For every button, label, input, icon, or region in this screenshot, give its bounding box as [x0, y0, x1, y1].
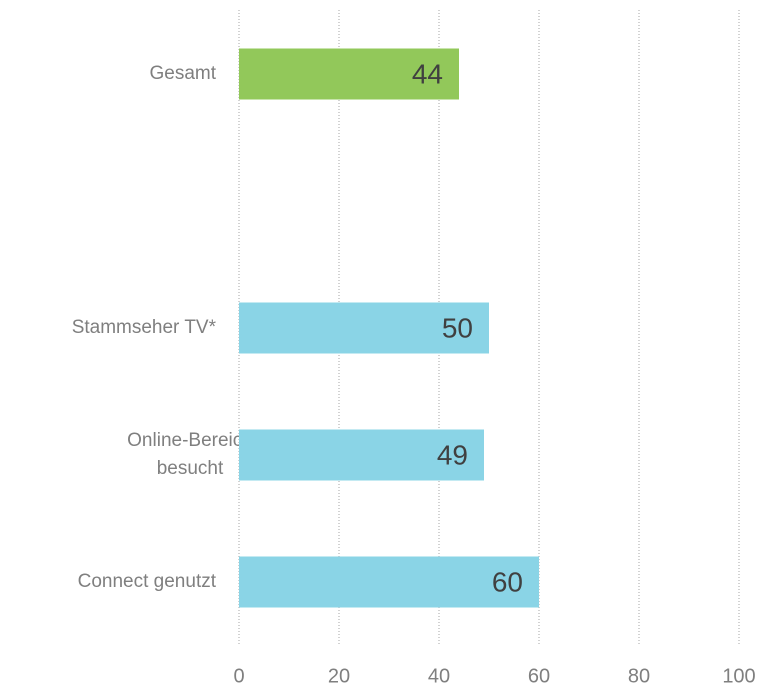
- category-label: Gesamt: [149, 63, 216, 84]
- x-tick-label: 40: [428, 665, 450, 687]
- data-label: 44: [412, 58, 443, 89]
- x-tick-label: 0: [233, 665, 244, 687]
- category-label: Online-Bereich besucht: [127, 430, 253, 479]
- x-tick-label: 80: [628, 665, 650, 687]
- data-label: 50: [442, 312, 473, 343]
- x-tick-label: 100: [722, 665, 755, 687]
- bar: [239, 429, 484, 481]
- data-label: 49: [437, 439, 468, 470]
- category-label: Connect genutzt: [78, 571, 217, 592]
- x-tick-label: 60: [528, 665, 550, 687]
- category-label: Stammseher TV*: [72, 317, 217, 338]
- bar: [239, 556, 539, 608]
- bar: [239, 48, 459, 100]
- bar: [239, 302, 489, 354]
- x-tick-label: 20: [328, 665, 350, 687]
- data-label: 60: [492, 566, 523, 597]
